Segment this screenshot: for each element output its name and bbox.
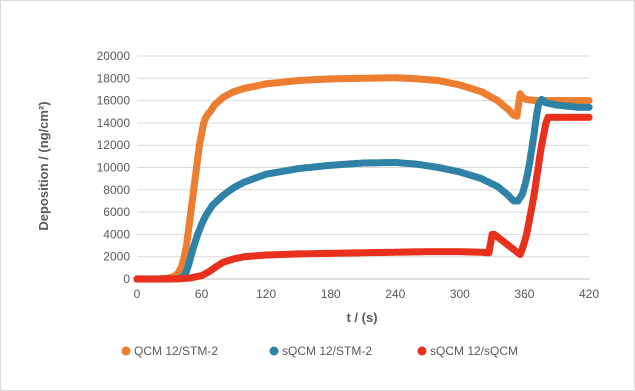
axes: 0 2000 4000 6000 8000 10000 12000 14000 16000 180… [97, 49, 600, 301]
legend: QCM 12/STM-2 sQCM 12/STM-2 sQCM 12/sQCM [121, 344, 518, 358]
data-point [585, 103, 593, 111]
x-tick-label: 180 [321, 287, 341, 301]
legend-marker [269, 346, 279, 356]
y-tick-label: 20000 [97, 49, 131, 63]
x-tick-label: 300 [450, 287, 470, 301]
y-tick-label: 0 [123, 272, 130, 286]
x-tick-label: 120 [256, 287, 276, 301]
gridlines [137, 55, 589, 258]
y-tick-label: 14000 [97, 116, 131, 130]
y-tick-label: 16000 [97, 94, 131, 108]
legend-item: QCM 12/STM-2 [121, 344, 218, 358]
y-tick-label: 12000 [97, 138, 131, 152]
data-point [585, 113, 593, 121]
y-tick-label: 8000 [103, 183, 130, 197]
y-tick-label: 10000 [97, 161, 131, 175]
x-tick-label: 360 [514, 287, 534, 301]
legend-label: sQCM 12/STM-2 [282, 344, 372, 358]
series-layer [133, 74, 593, 283]
y-axis-title: Deposition / (ng/cm²) [36, 101, 51, 230]
legend-marker [417, 346, 427, 356]
x-tick-label: 0 [134, 287, 141, 301]
legend-marker [121, 346, 131, 356]
y-tick-label: 18000 [97, 71, 131, 85]
x-tick-label: 60 [195, 287, 209, 301]
legend-label: sQCM 12/sQCM [430, 344, 518, 358]
x-axis-title: t / (s) [346, 310, 377, 325]
y-tick-label: 4000 [103, 227, 130, 241]
series-1 [133, 74, 593, 283]
legend-item: sQCM 12/STM-2 [269, 344, 372, 358]
series-2 [133, 95, 593, 283]
legend-item: sQCM 12/sQCM [417, 344, 518, 358]
x-tick-label: 420 [579, 287, 599, 301]
data-point [585, 97, 593, 105]
x-tick-label: 240 [385, 287, 405, 301]
y-tick-label: 2000 [103, 250, 130, 264]
y-tick-label: 6000 [103, 205, 130, 219]
series-3 [133, 113, 593, 283]
legend-label: QCM 12/STM-2 [134, 344, 218, 358]
